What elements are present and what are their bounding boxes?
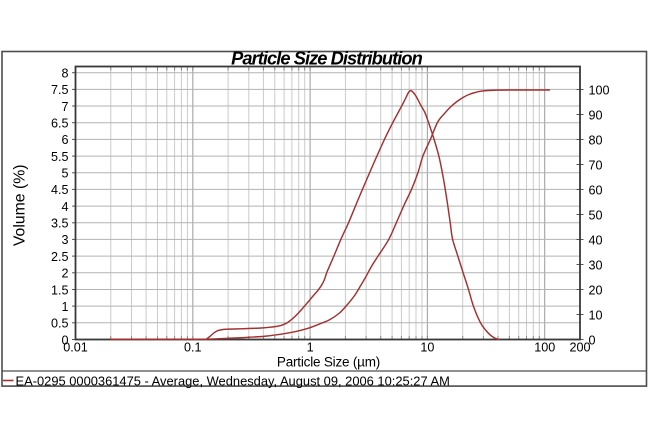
svg-text:EA-0295 0000361475 - Average,: EA-0295 0000361475 - Average, Wednesday,…: [16, 373, 450, 388]
svg-text:2.5: 2.5: [51, 250, 69, 264]
svg-text:1: 1: [61, 300, 68, 314]
svg-text:20: 20: [589, 283, 603, 297]
svg-text:7.5: 7.5: [51, 83, 69, 97]
svg-text:2: 2: [61, 267, 68, 281]
svg-text:0.01: 0.01: [63, 341, 88, 355]
svg-text:100: 100: [589, 83, 610, 97]
svg-text:60: 60: [589, 183, 603, 197]
svg-text:Particle Size Distribution: Particle Size Distribution: [231, 48, 422, 69]
svg-text:10: 10: [589, 308, 603, 322]
svg-text:3: 3: [61, 233, 68, 247]
svg-text:30: 30: [589, 258, 603, 272]
svg-text:6.5: 6.5: [51, 117, 69, 131]
svg-text:Volume (%): Volume (%): [12, 164, 29, 246]
svg-text:5: 5: [61, 167, 68, 181]
svg-text:40: 40: [589, 233, 603, 247]
svg-text:6: 6: [61, 133, 68, 147]
svg-text:7: 7: [61, 100, 68, 114]
svg-text:90: 90: [589, 108, 603, 122]
svg-text:Particle Size (µm): Particle Size (µm): [277, 355, 380, 370]
svg-text:50: 50: [589, 208, 603, 222]
svg-text:0: 0: [61, 333, 68, 347]
svg-text:0.1: 0.1: [184, 341, 202, 355]
svg-text:200: 200: [569, 341, 590, 355]
svg-text:8: 8: [61, 67, 68, 81]
svg-text:4: 4: [61, 200, 68, 214]
svg-text:10: 10: [420, 341, 434, 355]
svg-text:4.5: 4.5: [51, 183, 69, 197]
svg-text:1: 1: [307, 341, 314, 355]
svg-text:70: 70: [589, 158, 603, 172]
svg-text:1.5: 1.5: [51, 283, 69, 297]
svg-text:80: 80: [589, 133, 603, 147]
svg-text:5.5: 5.5: [51, 150, 69, 164]
svg-text:3.5: 3.5: [51, 217, 69, 231]
svg-text:100: 100: [534, 341, 555, 355]
svg-text:0.5: 0.5: [51, 317, 69, 331]
svg-text:0: 0: [589, 333, 596, 347]
